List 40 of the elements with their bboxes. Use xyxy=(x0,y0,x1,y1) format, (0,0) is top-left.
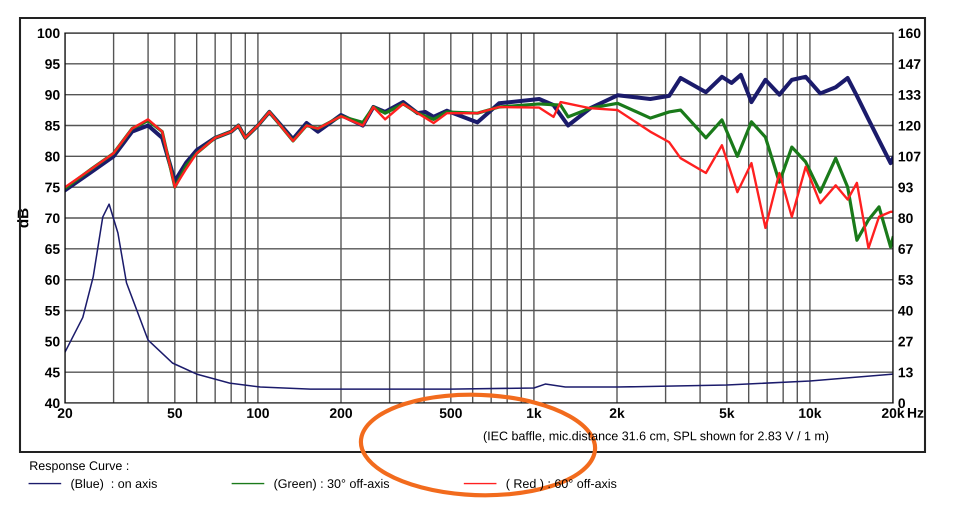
legend-label: (Green) : 30° off-axis xyxy=(274,478,390,491)
x-tick-label: 1k xyxy=(527,408,542,418)
y-tick-label: 45 xyxy=(44,368,60,378)
y2-tick-label: 27 xyxy=(898,336,913,346)
x-tick-label: 100 xyxy=(247,408,269,418)
y2-tick-label: 160 xyxy=(898,28,920,38)
y-tick-label: 100 xyxy=(38,28,60,38)
y2-tick-label: 53 xyxy=(898,275,913,285)
y-tick-label: 70 xyxy=(45,213,60,224)
y2-tick-label: 0 xyxy=(898,398,906,408)
y2-tick-label: 93 xyxy=(898,182,913,192)
y2-tick-label: 80 xyxy=(898,213,913,224)
y-tick-label: 40 xyxy=(44,398,60,408)
x-tick-label: 20k xyxy=(882,408,905,418)
y-tick-label: 55 xyxy=(45,306,60,316)
y2-tick-label: 67 xyxy=(898,244,913,254)
x-tick-label: 200 xyxy=(330,408,352,418)
y2-tick-label: 120 xyxy=(898,120,920,131)
y-tick-label: 80 xyxy=(45,152,60,162)
y2-tick-label: 147 xyxy=(898,59,920,69)
y-tick-label: 90 xyxy=(45,90,60,100)
y-tick-label: 95 xyxy=(45,59,60,70)
y-tick-label: 60 xyxy=(45,275,60,285)
x-axis-title: Hz xyxy=(908,408,924,418)
y2-tick-label: 40 xyxy=(898,306,913,316)
y-tick-label: 85 xyxy=(45,120,60,131)
x-tick-label: 10k xyxy=(799,408,822,418)
x-tick-label: 500 xyxy=(440,408,462,418)
y-tick-label: 50 xyxy=(45,336,60,347)
y-tick-label: 75 xyxy=(45,182,60,192)
legend-label: (Blue) : on axis xyxy=(71,478,157,491)
x-tick-label: 20 xyxy=(58,408,72,418)
legend-title: Response Curve : xyxy=(30,461,128,473)
x-tick-label: 5k xyxy=(720,408,735,418)
y2-tick-label: 107 xyxy=(898,152,920,162)
x-tick-label: 50 xyxy=(168,408,182,418)
x-tick-label: 2k xyxy=(610,408,625,418)
y2-tick-label: 13 xyxy=(898,368,913,378)
y-tick-label: 65 xyxy=(45,244,60,254)
y2-tick-label: 133 xyxy=(898,90,921,100)
